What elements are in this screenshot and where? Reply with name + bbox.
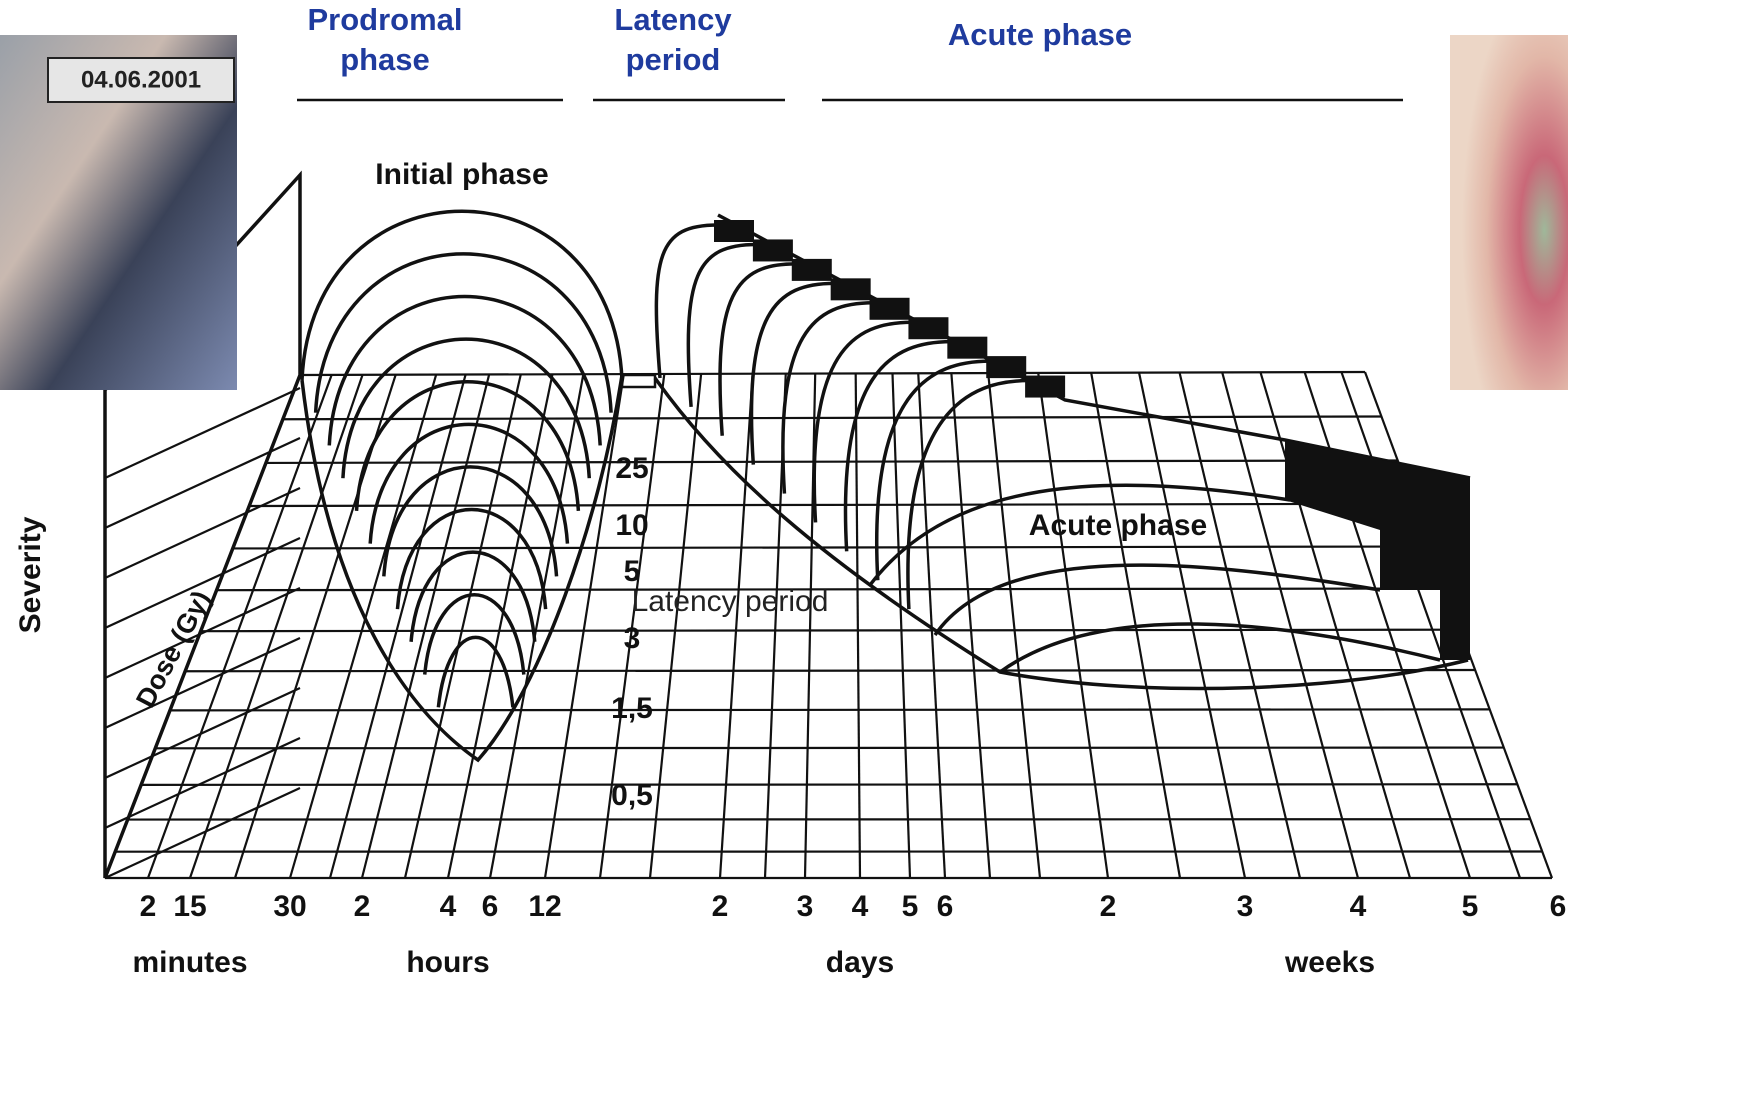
time-tick-label: 3 — [797, 890, 814, 923]
latency-block — [622, 375, 655, 387]
wall-hatch — [105, 638, 300, 728]
time-tick-label: 4 — [852, 890, 869, 923]
initial-arch — [343, 339, 589, 478]
depth-line — [330, 375, 466, 878]
dose-label: 1,5 — [611, 692, 653, 725]
depth-line — [988, 373, 1040, 878]
acute-block — [714, 220, 754, 242]
dose-label: 3 — [624, 622, 641, 655]
initial-arch — [316, 254, 611, 413]
initial-arch — [411, 552, 535, 642]
dose-label: 0,5 — [611, 779, 653, 812]
y-axis-label: Severity — [14, 516, 47, 633]
photo-date: 04.06.2001 — [81, 66, 201, 93]
acute-ridge — [718, 215, 1470, 478]
depth-line — [720, 374, 753, 878]
acute-phase-label: Acute phase — [1029, 509, 1207, 542]
depth-line — [951, 373, 990, 878]
acute-curve — [783, 303, 874, 494]
wall-hatch — [105, 488, 300, 578]
right-photo — [1450, 35, 1568, 390]
depth-line — [856, 373, 860, 878]
depth-line — [362, 374, 489, 878]
floor-line — [170, 709, 1490, 710]
acute-block — [753, 239, 793, 261]
dose-axis-label: Dose (Gy) — [130, 586, 216, 713]
page: 04.06.2001 Prodromal phase Latency perio… — [0, 0, 1754, 1103]
acute-block — [792, 259, 832, 281]
acute-block — [908, 317, 948, 339]
floor-line — [283, 416, 1382, 419]
acute-block — [947, 337, 987, 359]
time-tick-label: 2 — [140, 890, 157, 923]
latency-period-label: Latency period — [632, 585, 829, 618]
time-tick-label: 30 — [273, 890, 306, 923]
phase-header: Acute phase — [948, 17, 1132, 52]
time-tick-label: 4 — [1350, 890, 1367, 923]
time-unit-label: hours — [406, 946, 489, 979]
dose-label: 5 — [624, 555, 641, 588]
wall-hatch — [105, 388, 300, 478]
time-tick-label: 15 — [173, 890, 206, 923]
time-tick-label: 2 — [354, 890, 371, 923]
time-tick-label: 4 — [440, 890, 457, 923]
acute-block — [831, 278, 871, 300]
floor-line — [185, 670, 1475, 671]
time-tick-label: 6 — [482, 890, 499, 923]
wall-hatch — [105, 438, 300, 528]
phase-header: period — [626, 42, 721, 77]
time-tick-label: 3 — [1237, 890, 1254, 923]
floor-line — [300, 372, 1365, 375]
initial-arch — [425, 595, 524, 675]
time-unit-label: weeks — [1284, 946, 1375, 979]
time-tick-label: 6 — [1550, 890, 1567, 923]
depth-line — [892, 373, 910, 878]
phase-header: Latency — [614, 2, 732, 37]
dose-label: 25 — [615, 452, 648, 485]
acute-block — [870, 298, 910, 320]
wall-hatch — [105, 738, 300, 828]
acute-block — [986, 356, 1026, 378]
phase-header: Prodromal — [307, 2, 462, 37]
time-unit-label: minutes — [132, 946, 247, 979]
diagram-grid — [105, 175, 1552, 878]
floor-line — [266, 460, 1398, 462]
acute-curve — [908, 381, 1029, 610]
initial-arch — [438, 637, 513, 707]
floor-line — [155, 748, 1504, 749]
time-tick-label: 2 — [712, 890, 729, 923]
acute-block — [1025, 376, 1065, 398]
time-tick-label: 5 — [1462, 890, 1479, 923]
dose-label: 10 — [615, 509, 648, 542]
depth-line — [1038, 373, 1108, 878]
time-tick-label: 6 — [937, 890, 954, 923]
time-tick-label: 5 — [902, 890, 919, 923]
time-unit-label: days — [826, 946, 894, 979]
time-tick-label: 2 — [1100, 890, 1117, 923]
time-tick-label: 12 — [528, 890, 561, 923]
initial-phase-label: Initial phase — [375, 158, 548, 191]
phase-header: phase — [340, 42, 430, 77]
depth-line — [650, 374, 701, 878]
floor-line — [141, 784, 1517, 785]
floor-line — [249, 504, 1413, 506]
depth-line — [1341, 372, 1520, 878]
initial-arch — [357, 382, 579, 511]
